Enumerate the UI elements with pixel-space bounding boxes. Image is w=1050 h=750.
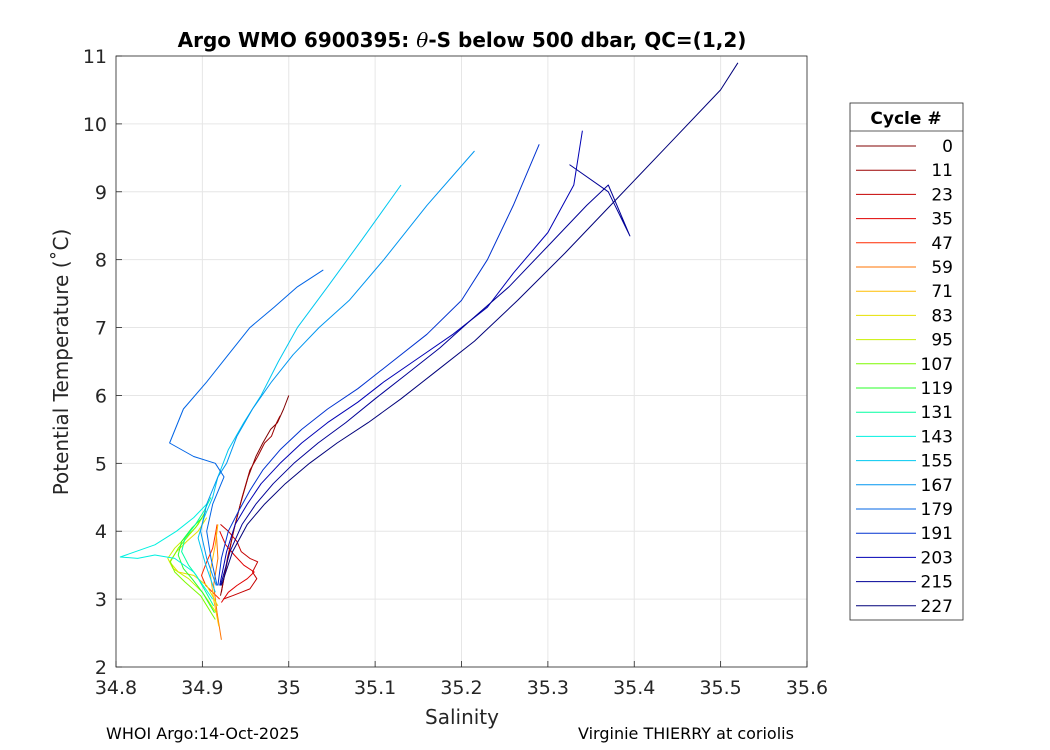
series-line-cycle-167 xyxy=(200,150,475,586)
series-line-cycle-191 xyxy=(217,144,540,586)
series-layer xyxy=(119,62,739,640)
legend-label: 95 xyxy=(931,331,953,351)
series-line-cycle-203 xyxy=(219,130,583,586)
legend-label: 143 xyxy=(921,427,953,447)
y-tick-label: 4 xyxy=(95,521,107,543)
legend-label: 47 xyxy=(931,234,953,254)
legend-label: 71 xyxy=(931,282,953,302)
legend-label: 35 xyxy=(931,210,953,230)
y-tick-label: 10 xyxy=(83,114,107,136)
series-line-cycle-179 xyxy=(169,269,324,586)
legend-label: 227 xyxy=(921,597,953,617)
footer-credit-right: Virginie THIERRY at coriolis xyxy=(578,724,794,743)
legend-label: 155 xyxy=(921,452,953,472)
y-tick-label: 11 xyxy=(83,46,107,68)
y-tick-label: 5 xyxy=(95,453,107,475)
series-line-cycle-11 xyxy=(220,415,281,593)
series-line-cycle-119 xyxy=(177,517,215,613)
y-tick-label: 9 xyxy=(95,182,107,204)
legend-title: Cycle # xyxy=(870,109,941,129)
x-tick-label: 35.5 xyxy=(699,677,741,699)
legend-box xyxy=(849,102,964,621)
series-line-cycle-107 xyxy=(169,510,216,620)
legend-label: 119 xyxy=(921,379,953,399)
chart-title-prefix: Argo WMO 6900395: xyxy=(178,28,417,52)
series-line-cycle-47 xyxy=(201,524,221,600)
legend-label: 179 xyxy=(921,500,953,520)
footer-credit-left: WHOI Argo:14-Oct-2025 xyxy=(106,724,300,743)
y-tick-label: 3 xyxy=(95,589,107,611)
legend-label: 191 xyxy=(921,524,953,544)
chart-title-suffix: -S below 500 dbar, QC=(1,2) xyxy=(428,28,746,52)
series-line-cycle-131 xyxy=(181,497,215,607)
chart-title-theta: θ xyxy=(416,28,428,52)
x-tick-label: 35.2 xyxy=(440,677,482,699)
legend-label: 11 xyxy=(931,161,953,181)
y-tick-label: 7 xyxy=(95,318,107,340)
legend-label: 59 xyxy=(931,258,953,278)
x-tick-label: 35.3 xyxy=(527,677,569,699)
legend-label: 107 xyxy=(921,355,953,375)
legend-label: 215 xyxy=(921,573,953,593)
series-line-cycle-155 xyxy=(197,184,402,593)
y-tick-label: 6 xyxy=(95,385,107,407)
series-line-cycle-35 xyxy=(219,530,255,603)
series-line-cycle-59 xyxy=(213,531,222,640)
legend-label: 23 xyxy=(931,185,953,205)
x-tick-label: 34.8 xyxy=(95,677,137,699)
x-axis-label: Salinity xyxy=(425,705,499,729)
y-tick-label: 8 xyxy=(95,250,107,272)
x-tick-label: 35.4 xyxy=(613,677,655,699)
series-line-cycle-215 xyxy=(220,164,631,586)
legend-label: 167 xyxy=(921,476,953,496)
y-tick-label: 2 xyxy=(95,657,107,679)
y-axis-label: Potential Temperature (˚C) xyxy=(49,229,73,496)
legend-label: 0 xyxy=(942,137,953,157)
series-line-cycle-71 xyxy=(209,524,220,627)
x-tick-label: 35.1 xyxy=(354,677,396,699)
series-line-cycle-143 xyxy=(119,503,214,600)
x-tick-label: 35 xyxy=(277,677,301,699)
legend-label: 203 xyxy=(921,548,953,568)
y-axis: 2 3 4 5 6 7 8 9 10 11 xyxy=(83,46,122,679)
chart-title: Argo WMO 6900395: θ-S below 500 dbar, QC… xyxy=(178,28,747,52)
series-line-cycle-227 xyxy=(220,62,739,586)
legend-label: 83 xyxy=(931,306,953,326)
legend-label: 131 xyxy=(921,403,953,423)
legend: Cycle # 0 11 23 35 47 59 71 83 95 107 119 131 143 155… xyxy=(849,102,964,621)
x-tick-label: 34.9 xyxy=(181,677,223,699)
x-axis: 34.8 34.9 35 35.1 35.2 35.3 35.4 35.5 35.6 xyxy=(95,661,828,699)
legend-items: 0 11 23 35 47 59 71 83 95 107 119 131 143 155 167 179 19… xyxy=(856,137,953,617)
x-tick-label: 35.6 xyxy=(786,677,828,699)
